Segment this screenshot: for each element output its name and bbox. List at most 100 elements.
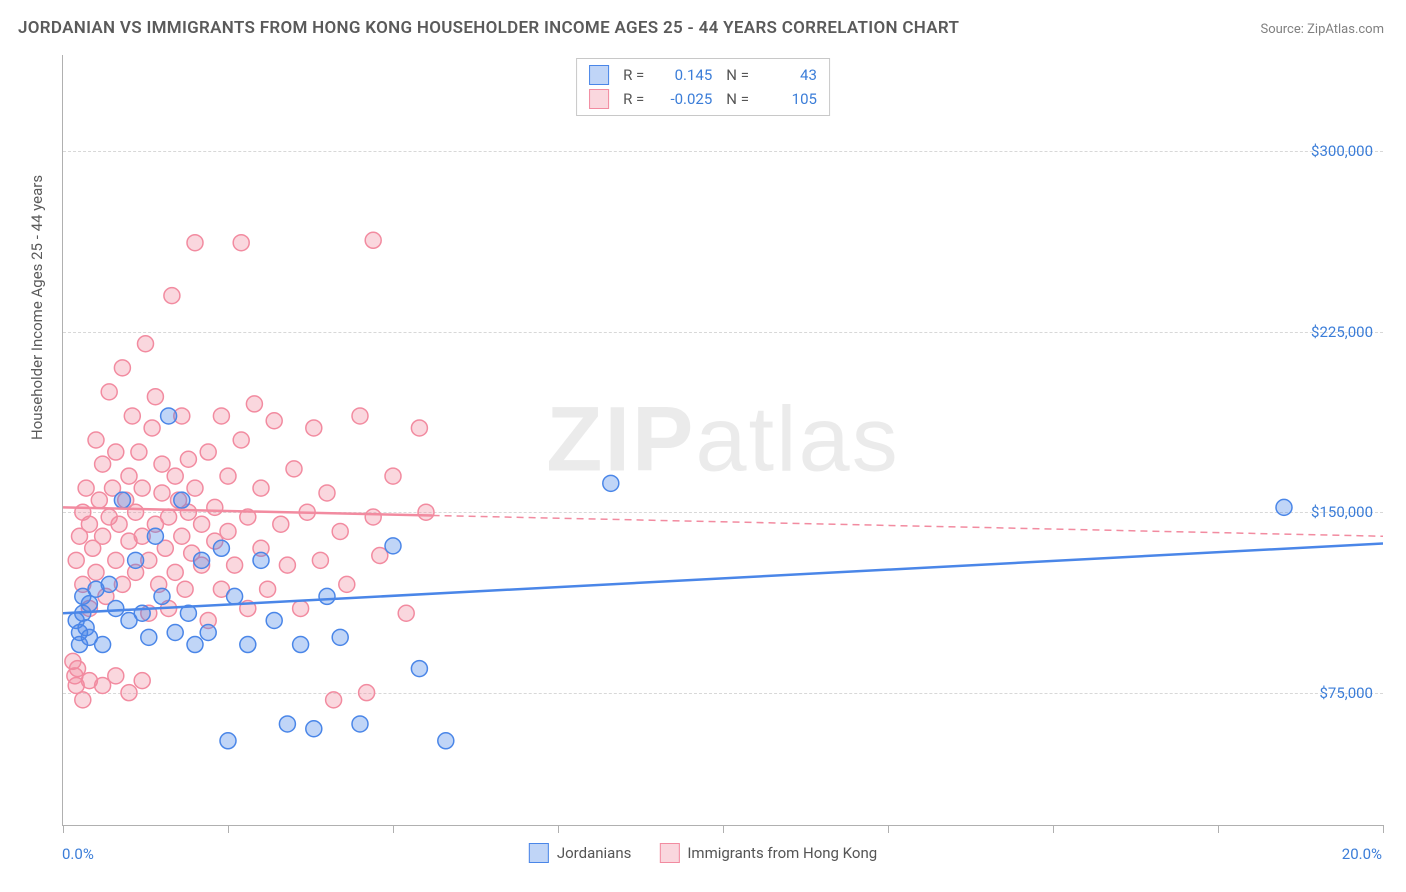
x-tick: [888, 825, 889, 833]
legend-row-series-0: R = 0.145 N = 43: [589, 63, 817, 87]
data-point: [227, 557, 243, 573]
data-point: [174, 492, 190, 508]
data-point: [141, 629, 157, 645]
data-point: [167, 564, 183, 580]
data-point: [319, 485, 335, 501]
data-point: [1276, 499, 1292, 515]
x-tick: [393, 825, 394, 833]
data-point: [220, 523, 236, 539]
x-tick: [228, 825, 229, 833]
data-point: [121, 468, 137, 484]
x-tick: [723, 825, 724, 833]
r-label: R =: [623, 66, 644, 84]
data-point: [101, 576, 117, 592]
data-point: [154, 485, 170, 501]
data-point: [161, 509, 177, 525]
data-point: [418, 504, 434, 520]
data-point: [279, 716, 295, 732]
data-point: [131, 444, 147, 460]
data-point: [359, 685, 375, 701]
data-point: [438, 733, 454, 749]
data-point: [114, 360, 130, 376]
r-label: R =: [623, 90, 644, 108]
data-point: [246, 396, 262, 412]
data-point: [260, 581, 276, 597]
data-point: [398, 605, 414, 621]
x-axis-start-label: 0.0%: [62, 845, 94, 863]
n-value-series-1: 105: [759, 90, 817, 108]
data-point: [266, 413, 282, 429]
data-point: [352, 716, 368, 732]
legend-swatch-series-0: [589, 65, 609, 85]
data-point: [75, 692, 91, 708]
data-point: [128, 552, 144, 568]
data-point: [213, 408, 229, 424]
legend-item-series-0: Jordanians: [529, 843, 632, 863]
data-point: [385, 468, 401, 484]
data-point: [88, 564, 104, 580]
data-point: [273, 516, 289, 532]
n-label: N =: [726, 90, 749, 108]
legend-swatch-series-0: [529, 843, 549, 863]
x-tick: [558, 825, 559, 833]
data-point: [253, 480, 269, 496]
correlation-legend: R = 0.145 N = 43 R = -0.025 N = 105: [576, 58, 830, 116]
data-point: [114, 492, 130, 508]
data-point: [213, 540, 229, 556]
data-point: [78, 480, 94, 496]
n-value-series-0: 43: [759, 66, 817, 84]
data-point: [167, 468, 183, 484]
data-point: [312, 552, 328, 568]
x-tick: [63, 825, 64, 833]
data-point: [134, 673, 150, 689]
data-point: [147, 528, 163, 544]
data-point: [411, 661, 427, 677]
data-point: [365, 232, 381, 248]
data-point: [332, 629, 348, 645]
data-point: [72, 637, 88, 653]
data-point: [385, 538, 401, 554]
r-value-series-0: 0.145: [654, 66, 712, 84]
data-point: [154, 588, 170, 604]
x-tick: [1383, 825, 1384, 833]
data-point: [101, 384, 117, 400]
data-point: [108, 668, 124, 684]
data-point: [200, 625, 216, 641]
data-point: [124, 408, 140, 424]
legend-label-series-1: Immigrants from Hong Kong: [687, 844, 877, 862]
legend-row-series-1: R = -0.025 N = 105: [589, 87, 817, 111]
data-point: [253, 552, 269, 568]
data-point: [220, 733, 236, 749]
n-label: N =: [726, 66, 749, 84]
data-point: [70, 661, 86, 677]
data-point: [88, 432, 104, 448]
legend-swatch-series-1: [659, 843, 679, 863]
data-point: [177, 581, 193, 597]
data-point: [187, 637, 203, 653]
trend-line-dashed: [433, 515, 1383, 536]
data-point: [207, 499, 223, 515]
data-point: [68, 552, 84, 568]
data-point: [138, 336, 154, 352]
chart-container: JORDANIAN VS IMMIGRANTS FROM HONG KONG H…: [0, 0, 1406, 892]
data-point: [603, 475, 619, 491]
data-point: [134, 480, 150, 496]
data-point: [81, 516, 97, 532]
data-point: [233, 432, 249, 448]
data-point: [220, 468, 236, 484]
data-point: [240, 637, 256, 653]
data-point: [91, 492, 107, 508]
legend-label-series-0: Jordanians: [557, 844, 632, 862]
data-point: [266, 612, 282, 628]
data-point: [286, 461, 302, 477]
data-point: [81, 596, 97, 612]
x-tick: [1053, 825, 1054, 833]
data-point: [227, 588, 243, 604]
data-point: [174, 528, 190, 544]
data-point: [95, 637, 111, 653]
source-attribution: Source: ZipAtlas.com: [1260, 22, 1384, 37]
data-point: [144, 420, 160, 436]
data-point: [180, 451, 196, 467]
data-point: [154, 456, 170, 472]
data-point: [332, 523, 348, 539]
